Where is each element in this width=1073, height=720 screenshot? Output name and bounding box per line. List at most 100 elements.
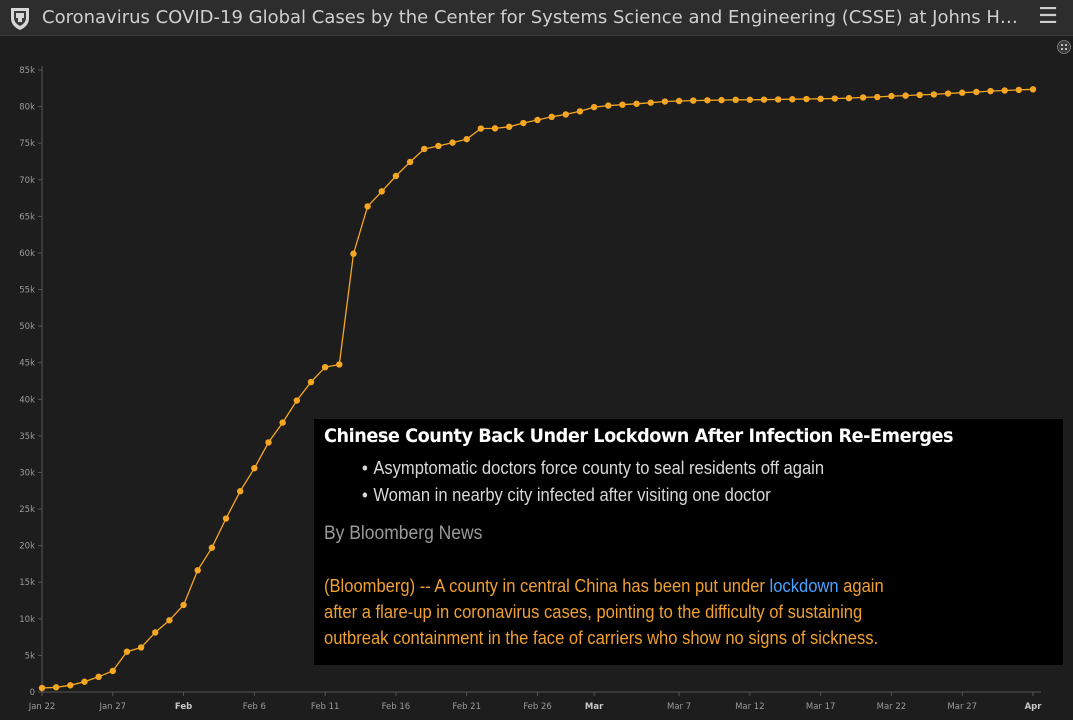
data-point[interactable] xyxy=(421,145,428,153)
data-point[interactable] xyxy=(690,97,697,104)
data-point[interactable] xyxy=(859,94,867,101)
data-point[interactable] xyxy=(307,378,315,386)
x-tick-label: Mar 27 xyxy=(947,702,977,712)
news-bullet-text: Asymptomatic doctors force county to sea… xyxy=(373,458,825,478)
data-point[interactable] xyxy=(987,87,994,95)
data-point[interactable] xyxy=(336,361,343,368)
data-point[interactable] xyxy=(774,96,782,103)
data-point[interactable] xyxy=(973,88,980,96)
news-bullet-text: Woman in nearby city infected after visi… xyxy=(373,485,771,505)
data-point[interactable] xyxy=(760,96,768,103)
x-tick-label: Mar 17 xyxy=(806,702,836,712)
data-point[interactable] xyxy=(647,99,654,106)
data-point[interactable] xyxy=(152,629,159,636)
data-point[interactable] xyxy=(477,125,485,132)
data-point[interactable] xyxy=(718,96,725,104)
data-point[interactable] xyxy=(930,91,938,98)
data-point[interactable] xyxy=(803,95,810,103)
data-point[interactable] xyxy=(505,123,513,130)
data-point[interactable] xyxy=(605,102,612,109)
data-point[interactable] xyxy=(959,89,966,96)
y-tick-label: 15k xyxy=(19,578,35,588)
x-tick-label: Mar xyxy=(585,702,604,712)
data-point[interactable] xyxy=(562,111,570,118)
data-point[interactable] xyxy=(746,96,754,103)
data-point[interactable] xyxy=(194,567,201,574)
data-point[interactable] xyxy=(1015,86,1023,94)
data-point[interactable] xyxy=(208,544,216,551)
x-tick-label: Feb 16 xyxy=(382,702,411,712)
data-point[interactable] xyxy=(1001,87,1008,94)
data-point[interactable] xyxy=(888,92,895,100)
data-point[interactable] xyxy=(916,91,923,99)
data-point[interactable] xyxy=(67,682,74,689)
data-point[interactable] xyxy=(1029,86,1037,93)
x-tick-label: Feb xyxy=(175,702,192,712)
data-point[interactable] xyxy=(902,92,909,99)
data-point[interactable] xyxy=(845,94,853,102)
y-tick-label: 30k xyxy=(19,468,35,478)
data-point[interactable] xyxy=(38,684,46,692)
data-point[interactable] xyxy=(166,617,173,624)
y-tick-label: 80k xyxy=(19,103,35,113)
data-point[interactable] xyxy=(95,673,102,681)
data-point[interactable] xyxy=(350,250,357,257)
data-point[interactable] xyxy=(406,158,414,166)
y-tick-label: 45k xyxy=(19,359,35,369)
x-tick-label: Feb 21 xyxy=(452,702,481,712)
data-point[interactable] xyxy=(435,142,442,150)
y-tick-label: 40k xyxy=(19,395,35,405)
data-point[interactable] xyxy=(392,172,400,180)
data-point[interactable] xyxy=(534,116,541,124)
data-point[interactable] xyxy=(364,203,371,210)
data-point[interactable] xyxy=(81,678,88,685)
data-point[interactable] xyxy=(633,100,640,107)
y-tick-label: 55k xyxy=(19,286,35,296)
data-point[interactable] xyxy=(463,135,470,143)
data-point[interactable] xyxy=(576,108,584,115)
data-point[interactable] xyxy=(817,95,824,103)
x-tick-label: Mar 22 xyxy=(877,702,907,712)
y-tick-label: 35k xyxy=(19,432,35,442)
data-point[interactable] xyxy=(109,667,116,675)
data-point[interactable] xyxy=(378,188,385,195)
news-bullet-list: • Asymptomatic doctors force county to se… xyxy=(324,455,1053,509)
data-point[interactable] xyxy=(704,97,711,104)
y-tick-label: 20k xyxy=(19,542,35,552)
data-point[interactable] xyxy=(944,90,952,97)
data-point[interactable] xyxy=(52,684,60,691)
y-tick-label: 85k xyxy=(19,66,35,76)
data-point[interactable] xyxy=(180,601,187,609)
data-point[interactable] xyxy=(293,397,301,404)
data-point[interactable] xyxy=(732,96,739,104)
data-point[interactable] xyxy=(251,464,258,472)
x-tick-label: Feb 6 xyxy=(243,702,266,712)
data-point[interactable] xyxy=(789,96,796,103)
data-point[interactable] xyxy=(590,103,598,111)
data-point[interactable] xyxy=(237,488,244,495)
qr-code-icon[interactable] xyxy=(1057,40,1071,54)
data-point[interactable] xyxy=(548,113,555,121)
data-point[interactable] xyxy=(619,101,626,108)
data-point[interactable] xyxy=(137,644,145,651)
data-point[interactable] xyxy=(265,439,272,446)
news-body: (Bloomberg) -- A county in central China… xyxy=(324,573,995,651)
data-point[interactable] xyxy=(222,515,230,522)
data-point[interactable] xyxy=(279,419,286,426)
data-point[interactable] xyxy=(520,119,527,127)
data-point[interactable] xyxy=(449,139,456,146)
news-body-line: outbreak containment in the face of carr… xyxy=(324,628,879,648)
data-point[interactable] xyxy=(661,98,669,105)
data-point[interactable] xyxy=(874,93,881,101)
data-point[interactable] xyxy=(831,95,838,102)
hamburger-menu-icon[interactable]: ☰ xyxy=(1038,4,1058,29)
y-tick-label: 5k xyxy=(25,651,35,661)
news-body-line: (Bloomberg) -- A county in central China… xyxy=(324,573,995,599)
y-tick-label: 75k xyxy=(19,139,35,149)
data-point[interactable] xyxy=(491,125,499,132)
data-point[interactable] xyxy=(675,97,683,105)
data-point[interactable] xyxy=(123,648,131,655)
lockdown-link[interactable]: lockdown xyxy=(769,576,839,596)
data-point[interactable] xyxy=(321,363,329,371)
y-tick-label: 25k xyxy=(19,505,35,515)
